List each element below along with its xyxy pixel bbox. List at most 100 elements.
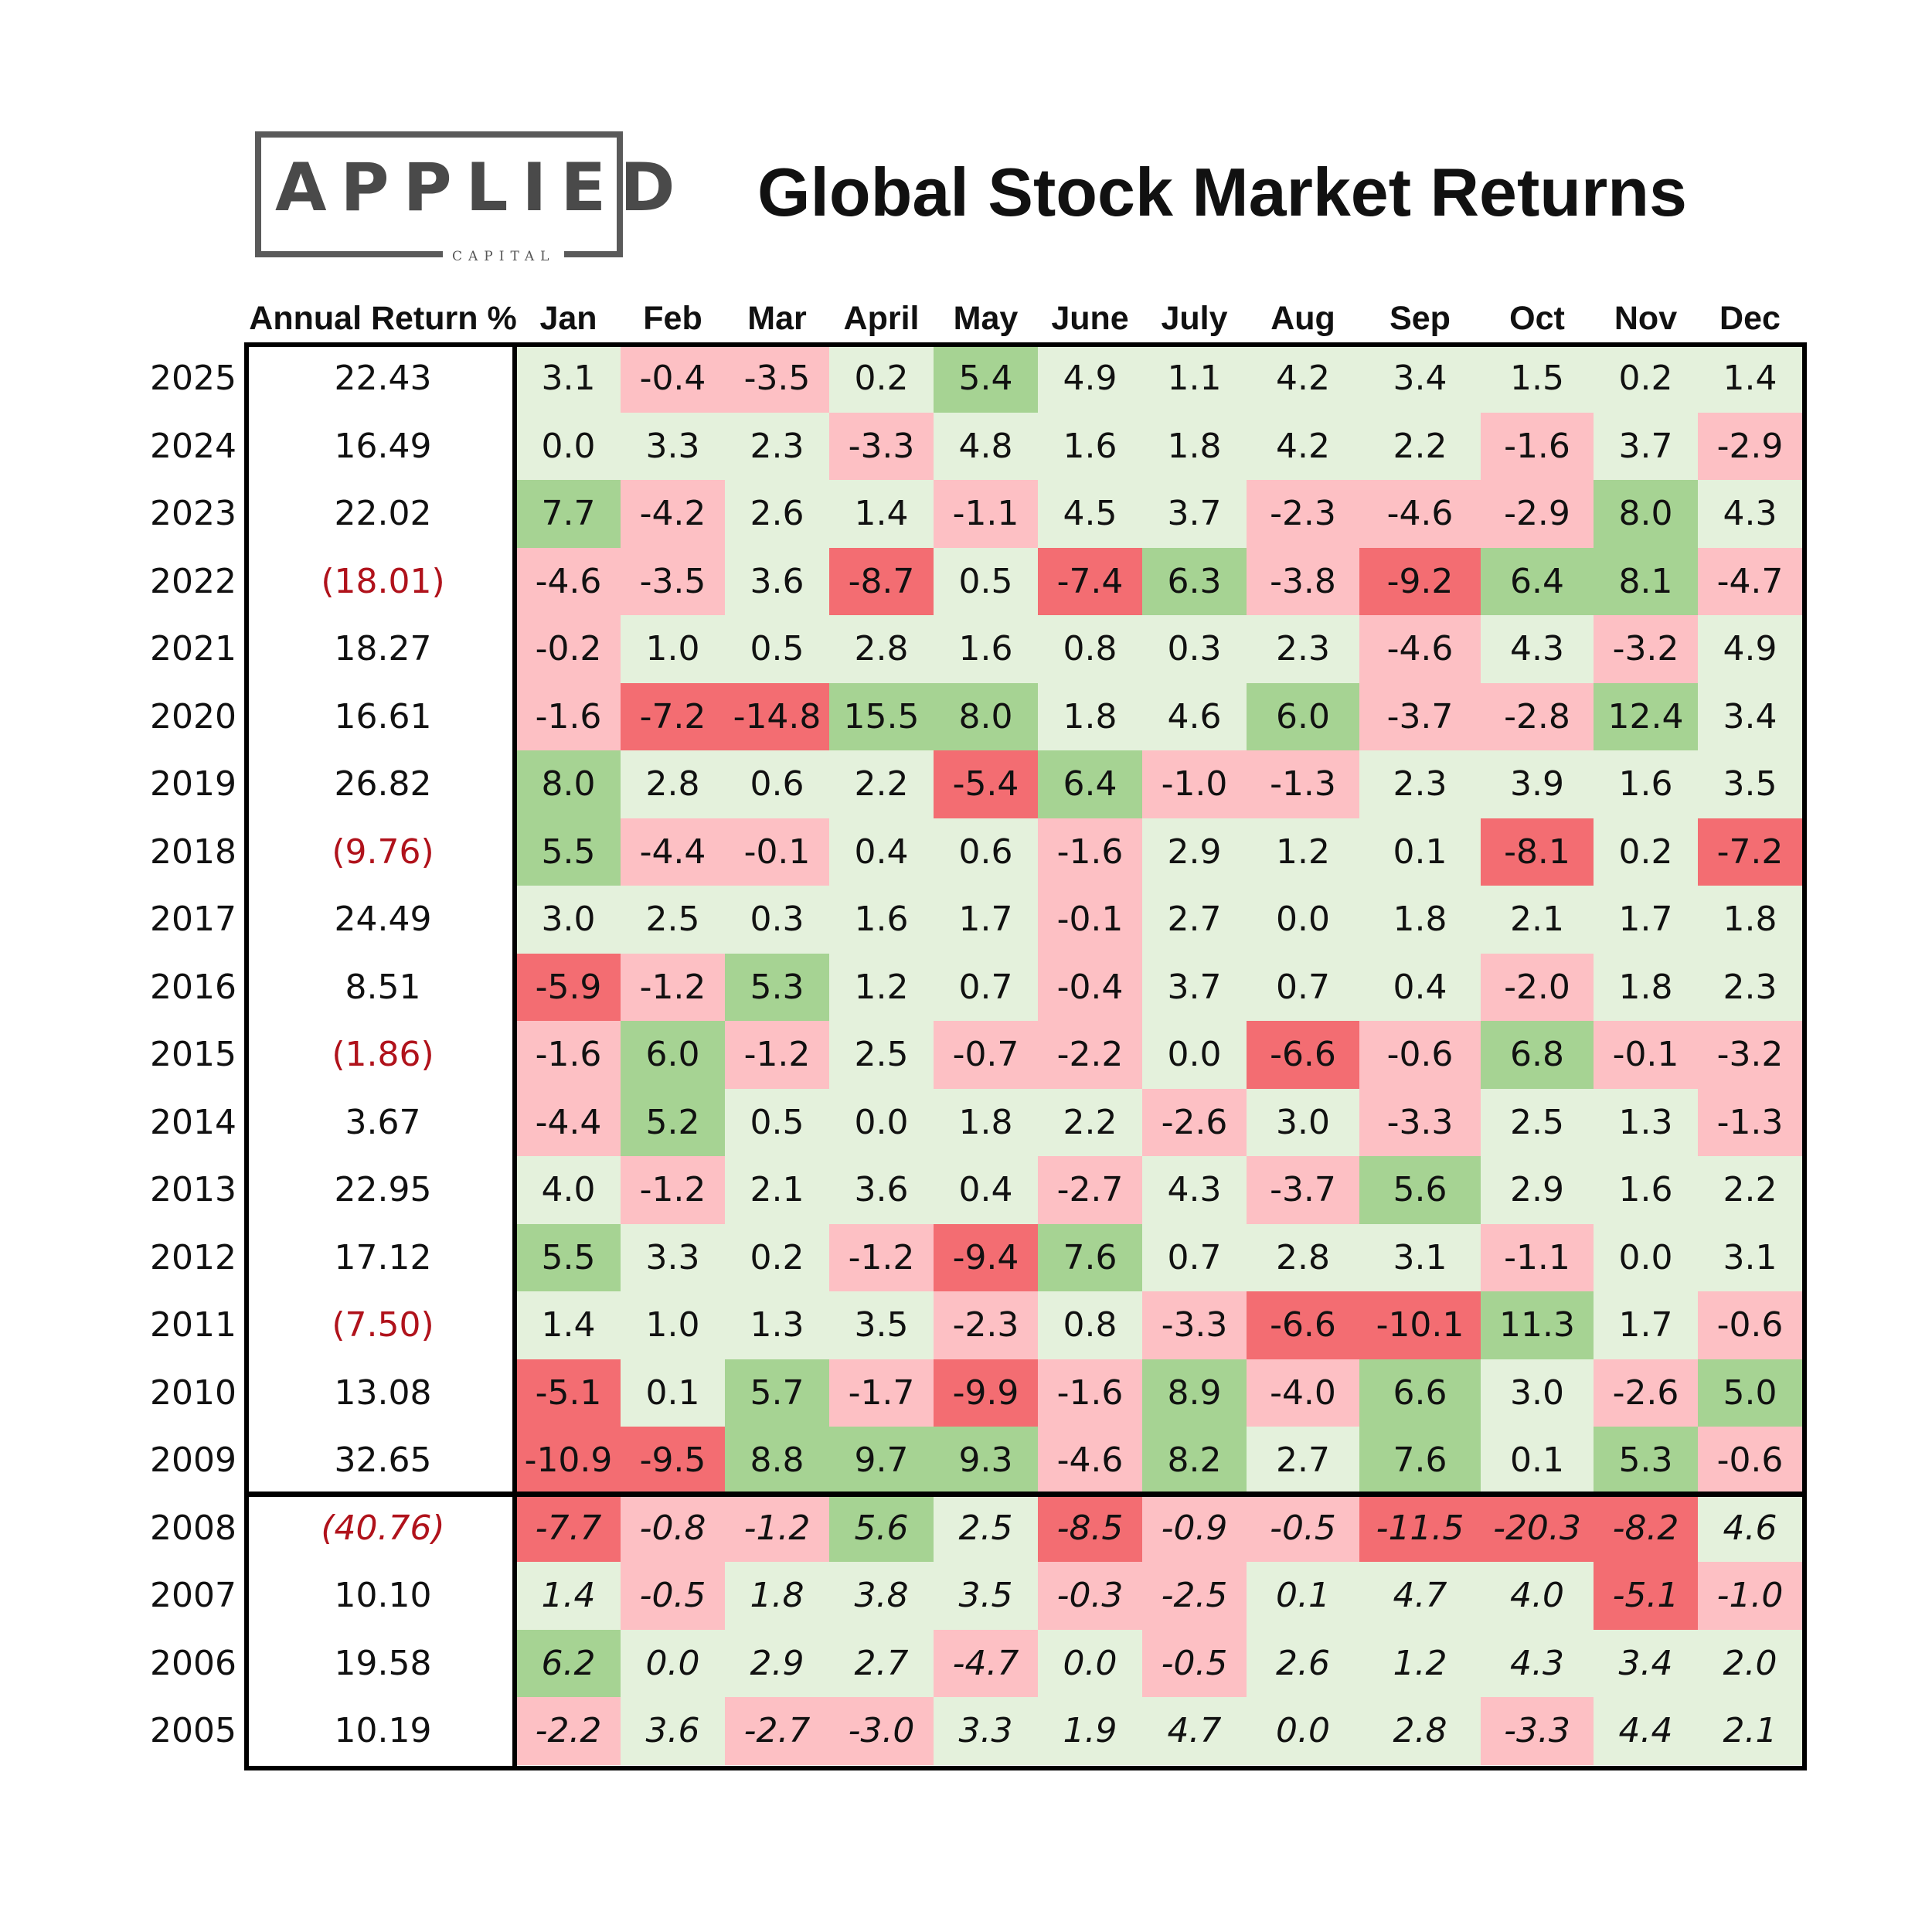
month-return-cell: -11.5 [1359, 1495, 1481, 1562]
month-return-cell: 6.6 [1359, 1359, 1481, 1427]
month-return-cell: -2.2 [1038, 1021, 1142, 1089]
month-return-cell: -1.6 [1481, 413, 1594, 480]
month-return-cell: -1.3 [1247, 750, 1359, 818]
month-return-cell: 0.8 [1038, 1291, 1142, 1359]
month-return-cell: 2.0 [1698, 1630, 1802, 1697]
year-label: 2020 [150, 697, 236, 736]
month-return-cell: 1.4 [516, 1291, 621, 1359]
month-return-cell: 0.1 [1247, 1562, 1359, 1630]
month-return-cell: 0.2 [829, 345, 934, 413]
month-return-cell: -0.6 [1359, 1021, 1481, 1089]
year-label: 2019 [150, 764, 236, 804]
annual-return-value: 22.43 [334, 359, 432, 398]
month-return-cell: -8.5 [1038, 1495, 1142, 1562]
month-return-cell: -4.4 [621, 818, 725, 886]
month-return-cell: 2.3 [1698, 954, 1802, 1021]
month-return-cell: 5.5 [516, 1224, 621, 1291]
month-return-cell: 1.8 [1142, 413, 1247, 480]
year-label: 2025 [150, 359, 236, 398]
month-return-cell: -2.0 [1481, 954, 1594, 1021]
month-return-cell: 0.4 [1359, 954, 1481, 1021]
month-return-cell: 1.6 [1594, 1156, 1698, 1224]
month-return-cell: -0.6 [1698, 1427, 1802, 1495]
logo-wordmark: APPLIED [275, 149, 689, 226]
annual-return-value: 16.61 [334, 697, 432, 736]
month-return-cell: 2.2 [1038, 1089, 1142, 1156]
month-return-cell: 1.4 [829, 480, 934, 548]
annual-return-value: (7.50) [332, 1305, 434, 1345]
month-return-cell: 0.0 [621, 1630, 725, 1697]
month-return-cell: 1.8 [1359, 886, 1481, 954]
month-return-cell: 2.9 [725, 1630, 829, 1697]
month-return-cell: 2.8 [829, 615, 934, 683]
year-label: 2018 [150, 832, 236, 872]
annual-return-value: 3.67 [345, 1103, 421, 1142]
month-return-cell: 1.3 [725, 1291, 829, 1359]
month-return-cell: 7.7 [516, 480, 621, 548]
month-return-cell: 2.3 [1247, 615, 1359, 683]
month-return-cell: 8.8 [725, 1427, 829, 1495]
month-return-cell: 5.3 [1594, 1427, 1698, 1495]
month-return-cell: -1.2 [725, 1021, 829, 1089]
month-return-cell: -3.3 [1359, 1089, 1481, 1156]
month-return-cell: -2.5 [1142, 1562, 1247, 1630]
month-return-cell: 1.1 [1142, 345, 1247, 413]
annual-return-value: 24.49 [334, 900, 432, 939]
month-return-cell: 1.8 [1038, 683, 1142, 750]
annual-return-value: 10.19 [334, 1711, 432, 1750]
month-return-cell: 4.7 [1359, 1562, 1481, 1630]
month-return-cell: 3.5 [1698, 750, 1802, 818]
month-return-cell: 6.2 [516, 1630, 621, 1697]
month-return-cell: 3.0 [1481, 1359, 1594, 1427]
month-return-cell: 4.3 [1142, 1156, 1247, 1224]
month-return-cell: -0.1 [725, 818, 829, 886]
month-return-cell: 0.5 [725, 1089, 829, 1156]
annual-return-value: 18.27 [334, 629, 432, 668]
month-return-cell: 1.3 [1594, 1089, 1698, 1156]
month-return-cell: 8.9 [1142, 1359, 1247, 1427]
month-return-cell: -8.2 [1594, 1495, 1698, 1562]
month-return-cell: -8.7 [829, 548, 934, 615]
year-label: 2016 [150, 968, 236, 1007]
month-return-cell: 1.4 [516, 1562, 621, 1630]
month-return-cell: 4.5 [1038, 480, 1142, 548]
month-return-cell: -0.1 [1594, 1021, 1698, 1089]
annual-return-value: 17.12 [334, 1238, 432, 1277]
year-label: 2006 [150, 1644, 236, 1683]
month-return-cell: -5.1 [516, 1359, 621, 1427]
column-header-june: June [1051, 300, 1129, 337]
column-header-sep: Sep [1389, 300, 1451, 337]
month-return-cell: 2.1 [1481, 886, 1594, 954]
month-return-cell: 0.0 [829, 1089, 934, 1156]
month-return-cell: 3.8 [829, 1562, 934, 1630]
year-label: 2014 [150, 1103, 236, 1142]
month-return-cell: -9.4 [934, 1224, 1038, 1291]
month-return-cell: -1.2 [725, 1495, 829, 1562]
annual-return-value: 22.02 [334, 494, 432, 533]
month-return-cell: -4.6 [1359, 615, 1481, 683]
month-return-cell: -20.3 [1481, 1495, 1594, 1562]
annual-return-value: 8.51 [345, 968, 421, 1007]
year-label: 2017 [150, 900, 236, 939]
month-return-cell: 4.3 [1698, 480, 1802, 548]
month-return-cell: -8.1 [1481, 818, 1594, 886]
month-return-cell: 1.8 [934, 1089, 1038, 1156]
month-return-cell: 3.3 [621, 413, 725, 480]
month-return-cell: 9.3 [934, 1427, 1038, 1495]
month-return-cell: -2.9 [1698, 413, 1802, 480]
annual-return-value: 16.49 [334, 427, 432, 466]
month-return-cell: 3.7 [1594, 413, 1698, 480]
month-return-cell: -3.2 [1698, 1021, 1802, 1089]
month-return-cell: 2.1 [1698, 1697, 1802, 1765]
month-return-cell: 3.4 [1359, 345, 1481, 413]
month-return-cell: -1.2 [829, 1224, 934, 1291]
month-return-cell: -3.3 [1142, 1291, 1247, 1359]
month-return-cell: 1.4 [1698, 345, 1802, 413]
month-return-cell: 3.7 [1142, 954, 1247, 1021]
month-return-cell: 3.4 [1698, 683, 1802, 750]
month-return-cell: 0.6 [934, 818, 1038, 886]
year-label: 2015 [150, 1035, 236, 1074]
month-return-cell: 6.8 [1481, 1021, 1594, 1089]
year-label: 2009 [150, 1440, 236, 1480]
month-return-cell: 2.3 [725, 413, 829, 480]
